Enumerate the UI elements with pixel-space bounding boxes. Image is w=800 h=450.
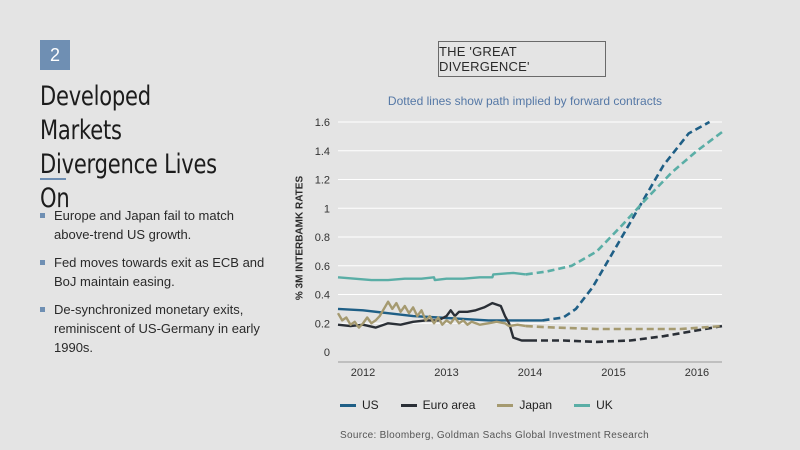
chart-subtitle: Dotted lines show path implied by forwar… bbox=[387, 94, 663, 108]
x-tick-label: 2013 bbox=[434, 367, 458, 379]
chart-title: THE 'GREAT DIVERGENCE' bbox=[438, 41, 606, 77]
x-tick-label: 2014 bbox=[518, 367, 542, 379]
legend-swatch bbox=[400, 403, 417, 407]
legend-swatch bbox=[574, 403, 591, 407]
headline-line-2: Divergence Lives On bbox=[40, 149, 217, 214]
y-tick-label: 1 bbox=[324, 203, 330, 215]
y-tick-label: 0.2 bbox=[315, 318, 330, 330]
bullet-text: Europe and Japan fail to match above-tre… bbox=[54, 208, 234, 242]
bullet-item: Fed moves towards exit as ECB and BoJ ma… bbox=[40, 253, 265, 291]
y-tick-label: 0 bbox=[324, 347, 330, 359]
y-tick-label: 0.8 bbox=[315, 232, 330, 244]
legend-swatch bbox=[340, 403, 356, 407]
x-tick-label: 2015 bbox=[601, 367, 625, 379]
bullet-text: De-synchronized monetary exits, reminisc… bbox=[54, 302, 260, 355]
bullet-marker-icon bbox=[40, 213, 45, 218]
series-forward-line-euro-area bbox=[530, 324, 723, 344]
y-tick-label: 1.4 bbox=[315, 146, 330, 158]
legend-item-uk: UK bbox=[574, 398, 613, 412]
legend-label: UK bbox=[596, 398, 613, 412]
y-tick-label: 0.4 bbox=[315, 290, 330, 302]
bullet-marker-icon bbox=[40, 260, 45, 265]
headline-line-1: Developed Markets bbox=[40, 81, 151, 146]
series-forward-line-us bbox=[542, 120, 711, 322]
series-line-japan bbox=[336, 300, 526, 329]
bullet-text: Fed moves towards exit as ECB and BoJ ma… bbox=[54, 255, 265, 289]
bullet-item: De-synchronized monetary exits, reminisc… bbox=[40, 300, 265, 357]
legend-label: US bbox=[362, 398, 379, 412]
series-line-euro-area bbox=[337, 301, 530, 342]
legend-label: Euro area bbox=[422, 398, 476, 412]
y-tick-label: 0.6 bbox=[315, 261, 330, 273]
chart-legend: US Euro area Japan UK bbox=[340, 398, 613, 412]
bullet-list: Europe and Japan fail to match above-tre… bbox=[40, 206, 265, 366]
legend-item-japan: Japan bbox=[497, 398, 552, 412]
series-line-uk bbox=[337, 271, 526, 282]
x-tick-label: 2012 bbox=[351, 367, 375, 379]
accent-rule bbox=[40, 178, 66, 180]
bullet-item: Europe and Japan fail to match above-tre… bbox=[40, 206, 265, 244]
legend-swatch bbox=[497, 403, 514, 407]
legend-item-euro-area: Euro area bbox=[400, 398, 476, 412]
x-tick-label: 2016 bbox=[685, 367, 709, 379]
series-forward-line-japan bbox=[525, 324, 723, 331]
y-tick-label: 1.6 bbox=[315, 117, 330, 129]
bullet-marker-icon bbox=[40, 307, 45, 312]
series-forward-line-uk bbox=[525, 131, 723, 276]
slide-number-badge: 2 bbox=[40, 40, 70, 70]
legend-item-us: US bbox=[340, 398, 379, 412]
y-tick-label: 1.2 bbox=[315, 175, 330, 187]
legend-label: Japan bbox=[519, 398, 553, 412]
source-note: Source: Bloomberg, Goldman Sachs Global … bbox=[340, 430, 649, 441]
slide-headline: Developed Markets Divergence Lives On bbox=[40, 80, 227, 216]
